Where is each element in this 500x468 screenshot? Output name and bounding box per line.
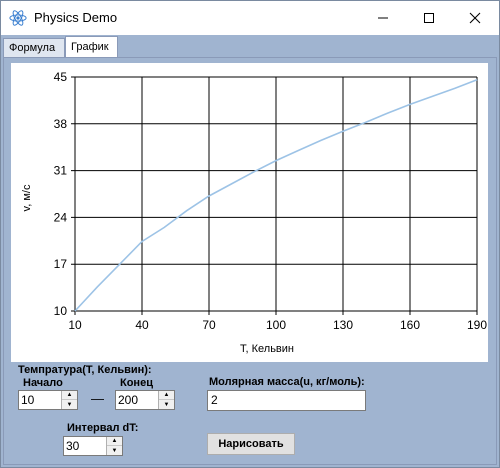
minimize-icon [378,17,388,19]
interval-label: Интервал dT: [67,422,139,434]
start-label: Начало [23,377,63,389]
interval-down-icon[interactable]: ▼ [111,447,118,454]
x-tick-label: 100 [266,318,286,332]
y-tick-label: 17 [54,257,68,271]
title-bar[interactable]: Physics Demo [1,1,499,35]
y-tick-label: 31 [54,164,68,178]
y-tick-label: 10 [54,304,68,318]
x-tick-label: 10 [68,318,82,332]
maximize-icon [424,13,434,23]
end-down-icon[interactable]: ▼ [163,401,170,408]
x-tick-label: 40 [135,318,149,332]
end-label: Конец [120,377,153,389]
start-temperature-input[interactable] [21,392,59,408]
interval-stepper-buttons: ▲ ▼ [106,437,122,455]
start-up-icon[interactable]: ▲ [62,391,77,400]
y-axis-label: v, м/с [21,184,33,211]
y-tick-label: 38 [54,117,68,131]
y-tick-label: 45 [54,70,68,84]
interval-up-icon[interactable]: ▲ [107,437,122,446]
x-axis-label: T, Кельвин [240,343,294,355]
end-stepper-buttons: ▲ ▼ [158,391,174,409]
start-temperature-stepper[interactable]: ▲ ▼ [18,390,78,410]
tab-strip: Формула График [1,35,499,57]
chart: 10 40 70 100 130 160 190 10 17 24 31 38 45 T, Кельви… [21,70,487,355]
molar-mass-input[interactable] [211,393,361,407]
chart-area: 10 40 70 100 130 160 190 10 17 24 31 38 45 T, Кельви… [11,63,488,362]
y-tick-label: 24 [54,210,68,224]
end-temperature-stepper[interactable]: ▲ ▼ [115,390,175,410]
x-tick-label: 190 [467,318,487,332]
minimize-button[interactable] [360,1,406,35]
temperature-group-label: Темпратура(T, Кельвин): [18,364,152,376]
close-button[interactable] [452,1,498,35]
start-stepper-buttons: ▲ ▼ [61,391,77,409]
interval-input[interactable] [66,438,104,454]
window-title: Physics Demo [34,10,118,25]
tab-graph[interactable]: График [65,36,118,57]
end-temperature-input[interactable] [118,392,156,408]
end-up-icon[interactable]: ▲ [159,391,174,400]
molar-mass-field[interactable] [207,390,366,411]
x-tick-label: 130 [333,318,353,332]
x-tick-label: 160 [400,318,420,332]
start-down-icon[interactable]: ▼ [66,401,73,408]
series-line [74,78,478,312]
maximize-button[interactable] [406,1,452,35]
atom-icon [9,10,27,26]
draw-button[interactable]: Нарисовать [207,433,295,455]
x-tick-label: 70 [202,318,216,332]
range-dash: — [91,391,104,406]
tab-formula[interactable]: Формула [3,38,65,57]
interval-stepper[interactable]: ▲ ▼ [63,436,123,456]
molar-mass-label: Молярная масса(u, кг/моль): [209,376,365,388]
close-icon [469,12,481,24]
